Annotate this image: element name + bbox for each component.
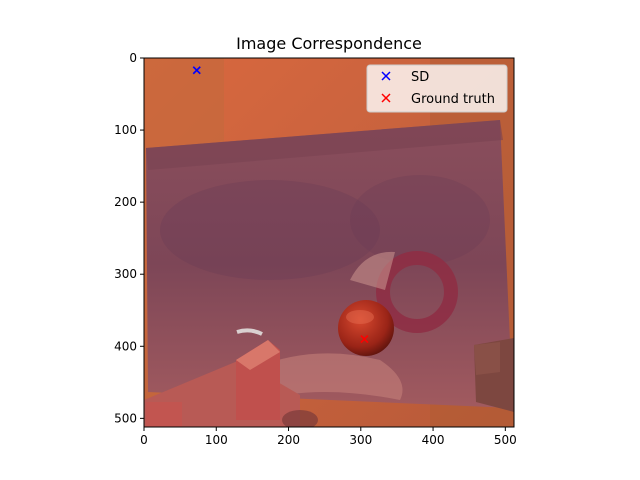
background-image: [144, 58, 514, 427]
x-tick-label: 100: [205, 433, 228, 447]
y-tick-label: 200: [114, 195, 137, 209]
chart-title: Image Correspondence: [236, 34, 422, 53]
y-tick-label: 500: [114, 411, 137, 425]
axes-frame: [143, 57, 515, 428]
y-tick-label: 0: [129, 51, 137, 65]
x-tick-label: 0: [140, 433, 148, 447]
x-tick-label: 400: [422, 433, 445, 447]
point-ground-truth: [360, 335, 369, 344]
scatter-marks: [192, 66, 369, 344]
legend: SD Ground truth: [366, 64, 508, 113]
legend-marker-sd: [381, 71, 391, 81]
y-tick-label: 400: [114, 339, 137, 353]
x-tick-label: 200: [277, 433, 300, 447]
point-sd: [192, 66, 201, 75]
y-tick-label: 300: [114, 267, 137, 281]
x-tick-label: 300: [349, 433, 372, 447]
y-tick-label: 100: [114, 123, 137, 137]
legend-label-ground-truth: Ground truth: [411, 92, 495, 107]
legend-label-sd: SD: [411, 70, 429, 85]
x-tick-label: 500: [494, 433, 517, 447]
legend-marker-ground-truth: [381, 93, 391, 103]
